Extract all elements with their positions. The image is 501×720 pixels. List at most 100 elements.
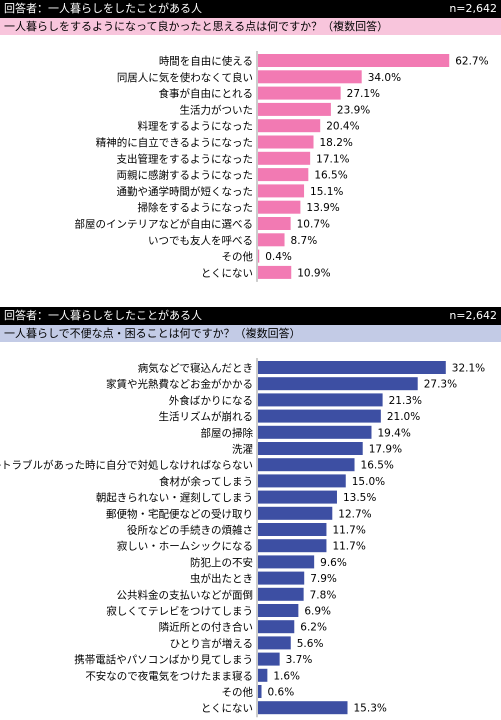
sample-size-label: n=2,642 [449, 309, 497, 322]
value-label: 27.3% [424, 379, 457, 391]
bar [258, 265, 292, 279]
value-label: 21.3% [389, 395, 422, 407]
bar [258, 668, 268, 682]
value-label: 15.3% [354, 703, 387, 715]
category-label: とくにない [201, 703, 253, 715]
category-label: 支出管理をするようになった [117, 152, 254, 165]
bar-chart-good-points: 時間を自由に使える 62.7% 同居人に気を使わなくて良い 34.0% 食事が自由にとれ… [75, 51, 489, 282]
bar [258, 70, 362, 84]
value-label: 32.1% [452, 363, 485, 375]
category-label: 部屋のインテリアなどが自由に選べる [75, 218, 254, 231]
category-label: 寂しくてテレビをつけてしまう [106, 605, 253, 618]
category-label: 家賃や光熱費などお金がかかる [106, 378, 253, 391]
category-label: 防犯上の不安 [190, 556, 253, 569]
value-label: 6.2% [300, 622, 327, 634]
category-label: 料理をするようになった [138, 120, 254, 133]
category-label: 外食ばかりになる [169, 394, 253, 407]
value-label: 8.7% [291, 235, 318, 247]
value-label: 27.1% [347, 88, 380, 100]
value-label: 7.9% [310, 573, 337, 585]
value-label: 17.9% [369, 444, 402, 456]
bar [258, 604, 299, 617]
category-label: 同居人に気を使わなくて良い [117, 71, 253, 84]
value-label: 15.0% [352, 476, 385, 488]
chart-question: 一人暮らしで不便な点・困ることは何ですか？（複数回答） [0, 325, 501, 342]
category-label: その他 [222, 250, 254, 263]
value-label: 10.9% [297, 267, 330, 279]
value-label: 12.7% [338, 508, 371, 520]
respondents-label: 回答者：一人暮らしをしたことがある人 [4, 2, 202, 15]
chart-header: 回答者：一人暮らしをしたことがある人 n=2,642 [0, 307, 501, 325]
value-label: 10.7% [297, 219, 330, 231]
category-label: いつでも友人を呼べる [148, 234, 253, 247]
bar [258, 506, 333, 520]
bar [258, 701, 348, 715]
category-label: 時間を自由に使える [159, 55, 253, 68]
value-label: 9.6% [320, 557, 347, 569]
category-label: 両親に感謝するようになった [117, 169, 254, 182]
bar [258, 184, 305, 198]
chart-title: 一人暮らしをするようになって良かったと思える点は何ですか？（複数回答） [4, 20, 389, 33]
value-label: 0.4% [265, 251, 292, 263]
bar [258, 587, 304, 601]
bar [258, 377, 418, 391]
bar [258, 217, 291, 230]
category-label: 食事が自由にとれる [159, 87, 254, 100]
bar [258, 361, 446, 374]
bar [258, 54, 450, 67]
bar [258, 555, 315, 569]
category-label: 精神的に自立できるようになった [96, 136, 253, 149]
bar [258, 620, 295, 634]
category-label: 部屋の掃除 [201, 426, 254, 439]
category-label: 生活力がついた [180, 103, 254, 116]
value-label: 3.7% [286, 654, 313, 666]
bar [258, 636, 291, 650]
bar [258, 425, 372, 439]
bar [258, 86, 341, 100]
bar [258, 168, 309, 182]
bar [258, 102, 331, 116]
value-label: 17.1% [316, 153, 349, 165]
category-label: 病気などで寝込んだとき [138, 362, 253, 375]
bar [258, 151, 311, 165]
value-label: 0.6% [268, 687, 295, 699]
value-label: 16.5% [314, 170, 347, 182]
category-label: とくにない [201, 267, 253, 279]
value-label: 21.0% [387, 411, 420, 423]
category-label: 掃除をするようになった [138, 201, 254, 214]
chart-title: 一人暮らしで不便な点・困ることは何ですか？（複数回答） [4, 327, 301, 340]
bar [258, 652, 280, 666]
sample-size-label: n=2,642 [449, 2, 497, 15]
bar [258, 233, 285, 247]
bar [258, 571, 305, 585]
bar [258, 409, 381, 423]
category-label: 食材が余ってしまう [159, 475, 253, 488]
bar [258, 200, 301, 214]
value-label: 34.0% [368, 72, 401, 84]
value-label: 19.4% [377, 427, 410, 439]
bar-chart-inconvenient-points: 病気などで寝込んだとき 32.1% 家賃や光熱費などお金がかかる 27.3% 外食ばかり… [0, 358, 485, 718]
value-label: 7.8% [310, 589, 337, 601]
category-label: 携帯電話やパソコンばかり見てしまう [74, 653, 253, 666]
value-label: 1.6% [273, 670, 300, 682]
bar [258, 442, 363, 455]
category-label: 洗濯 [232, 444, 253, 456]
value-label: 11.7% [332, 541, 365, 553]
category-label: 郵便物・宅配便などの受け取り [106, 507, 253, 520]
value-label: 13.9% [306, 202, 339, 214]
bar [258, 135, 314, 149]
category-label: 役所などの手続きの煩雑さ [127, 524, 253, 537]
bar [258, 119, 321, 133]
category-label: 何かトラブルがあった時に自分で対処しなければならない [0, 459, 253, 472]
category-label: ひとり言が増える [170, 637, 253, 650]
bar [258, 685, 262, 698]
category-label: 通勤や通学時間が短くなった [117, 185, 254, 198]
value-label: 62.7% [455, 56, 488, 68]
value-label: 18.2% [320, 137, 353, 149]
category-label: 寂しい・ホームシックになる [117, 540, 253, 553]
value-label: 23.9% [337, 104, 370, 116]
chart-header: 回答者：一人暮らしをしたことがある人 n=2,642 [0, 0, 501, 18]
category-label: 虫が出たとき [190, 572, 253, 585]
bar [258, 539, 327, 553]
value-label: 6.9% [304, 606, 331, 618]
